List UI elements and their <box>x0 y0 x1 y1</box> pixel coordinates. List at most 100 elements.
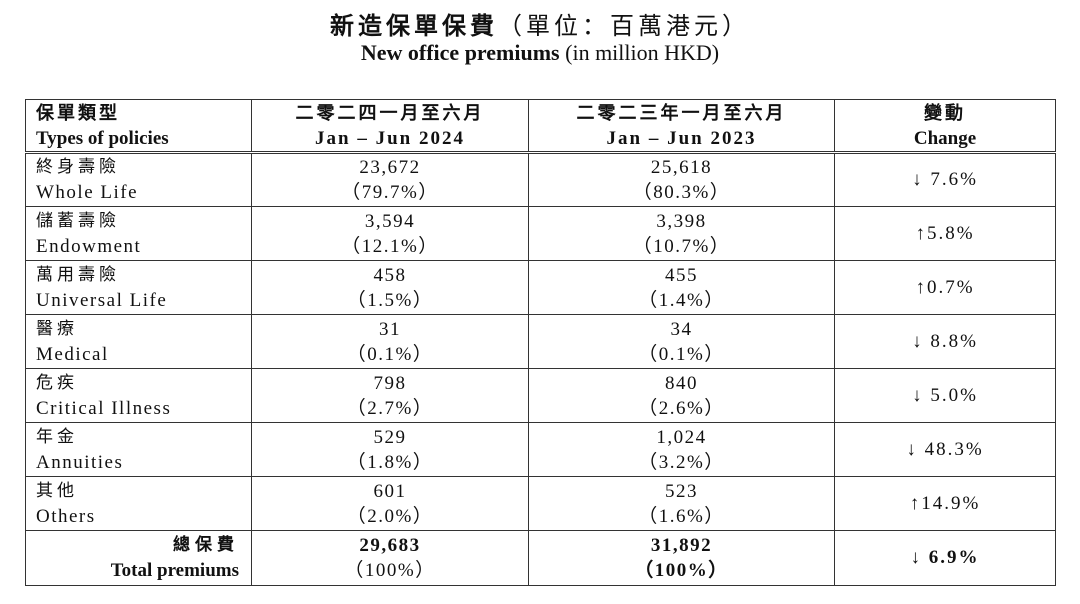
share-2023: （0.1%） <box>638 343 725 365</box>
policy-type-zh: 醫療 <box>36 318 78 339</box>
header-2024-zh: 二零二四一月至六月 <box>295 102 485 124</box>
title-en-unit: (in million HKD) <box>565 40 720 65</box>
policy-type-cell: 萬用壽險 Universal Life <box>25 260 252 315</box>
policy-type-cell: 醫療 Medical <box>25 314 252 369</box>
share-2023: （10.7%） <box>632 235 731 257</box>
table-body: 終身壽險 Whole Life 23,672 （79.7%） 25,618 （80.3%）… <box>25 152 1056 531</box>
header-change-en: Change <box>913 127 977 149</box>
value-2024: 23,672 <box>359 157 421 178</box>
value-2024: 601 <box>373 480 407 502</box>
change-cell: ↑0.7% <box>834 260 1056 315</box>
policy-type-en: Annuities <box>36 451 124 473</box>
value-2023-cell: 523 （1.6%） <box>528 476 835 531</box>
share-2024: （12.1%） <box>341 235 439 257</box>
table-row: 其他 Others 601 （2.0%） 523 （1.6%） ↑14.9% <box>25 476 1056 531</box>
value-2023: 1,024 <box>656 426 707 448</box>
share-2023: （2.6%） <box>638 397 725 419</box>
value-2023: 34 <box>670 318 693 340</box>
policy-type-cell: 其他 Others <box>25 476 252 531</box>
table-row: 危疾 Critical Illness 798 （2.7%） 840 （2.6%） ↓ 5.… <box>25 368 1056 423</box>
page-title-zh: 新造保單保費（單位：百萬港元） <box>0 6 1080 41</box>
header-2023-en: Jan – Jun 2023 <box>606 127 757 149</box>
title-zh-main: 新造保單保費 <box>330 11 498 40</box>
header-change: 變動 Change <box>834 99 1056 153</box>
share-2023: （3.2%） <box>638 451 725 473</box>
premiums-table: 保單類型 Types of policies 二零二四一月至六月 Jan – J… <box>25 99 1056 586</box>
share-2024: （1.5%） <box>346 289 434 311</box>
value-2023-cell: 34 （0.1%） <box>528 314 835 369</box>
policy-type-en: Endowment <box>36 235 142 257</box>
policy-type-cell: 危疾 Critical Illness <box>25 368 252 423</box>
policy-type-zh: 危疾 <box>36 372 78 393</box>
header-2024: 二零二四一月至六月 Jan – Jun 2024 <box>251 99 529 153</box>
header-change-zh: 變動 <box>924 102 966 124</box>
value-2024-cell: 3,594 （12.1%） <box>251 206 529 261</box>
header-type-en: Types of policies <box>36 127 169 149</box>
total-2023-value: 31,892 <box>650 535 713 556</box>
value-2023-cell: 840 （2.6%） <box>528 368 835 423</box>
value-2023-cell: 3,398 （10.7%） <box>528 206 835 261</box>
header-2023: 二零二三年一月至六月 Jan – Jun 2023 <box>528 99 835 153</box>
value-2024-cell: 31 （0.1%） <box>251 314 529 369</box>
page-title-en: New office premiums (in million HKD) <box>0 40 1080 66</box>
change-cell: ↑5.8% <box>834 206 1056 261</box>
policy-type-en: Universal Life <box>36 289 168 311</box>
change-cell: ↓ 5.0% <box>834 368 1056 423</box>
value-2024: 529 <box>373 426 407 448</box>
title-zh-unit: （單位：百萬港元） <box>498 12 750 40</box>
change-cell: ↓ 8.8% <box>834 314 1056 369</box>
policy-type-zh: 其他 <box>36 480 78 501</box>
total-change: ↓ 6.9% <box>834 530 1056 586</box>
value-2024-cell: 601 （2.0%） <box>251 476 529 531</box>
table-row: 年金 Annuities 529 （1.8%） 1,024 （3.2%） ↓ 48.3% <box>25 422 1056 477</box>
share-2024: （2.0%） <box>346 505 434 527</box>
policy-type-zh: 年金 <box>36 426 78 447</box>
total-2023-share: （100%） <box>634 560 729 581</box>
share-2023: （1.4%） <box>638 289 725 311</box>
policy-type-en: Others <box>36 505 96 527</box>
title-en-main: New office premiums <box>360 40 560 65</box>
share-2023: （80.3%） <box>632 182 731 203</box>
policy-type-en: Critical Illness <box>36 397 172 419</box>
total-label-zh: 總保費 <box>173 535 239 555</box>
header-type-zh: 保單類型 <box>36 102 120 124</box>
value-2023: 25,618 <box>650 157 713 178</box>
policy-type-zh: 萬用壽險 <box>36 264 120 285</box>
value-2024: 798 <box>373 372 407 394</box>
value-2023: 523 <box>665 480 698 502</box>
value-2024: 31 <box>379 318 401 340</box>
total-label-en: Total premiums <box>110 560 239 581</box>
header-2024-en: Jan – Jun 2024 <box>315 127 465 149</box>
value-2024: 3,594 <box>364 210 416 232</box>
value-2023-cell: 455 （1.4%） <box>528 260 835 315</box>
value-2024-cell: 529 （1.8%） <box>251 422 529 477</box>
policy-type-en: Medical <box>36 343 109 365</box>
change-cell: ↓ 7.6% <box>834 152 1056 207</box>
header-2023-zh: 二零二三年一月至六月 <box>576 102 787 124</box>
share-2023: （1.6%） <box>638 505 725 527</box>
policy-type-zh: 終身壽險 <box>36 157 120 177</box>
policy-type-cell: 終身壽險 Whole Life <box>25 152 252 207</box>
value-2023: 840 <box>665 372 698 394</box>
value-2023: 3,398 <box>656 210 707 232</box>
table-row: 終身壽險 Whole Life 23,672 （79.7%） 25,618 （80.3%）… <box>25 152 1056 207</box>
total-row: 總保費 Total premiums 29,683 （100%） 31,892 … <box>25 530 1056 586</box>
share-2024: （0.1%） <box>346 343 434 365</box>
total-2023: 31,892 （100%） <box>528 530 835 586</box>
value-2023: 455 <box>665 264 698 286</box>
change-cell: ↑14.9% <box>834 476 1056 531</box>
table-row: 萬用壽險 Universal Life 458 （1.5%） 455 （1.4%） ↑0.7… <box>25 260 1056 315</box>
total-2024: 29,683 （100%） <box>251 530 529 586</box>
policy-type-cell: 年金 Annuities <box>25 422 252 477</box>
value-2023-cell: 25,618 （80.3%） <box>528 152 835 207</box>
value-2024: 458 <box>373 264 407 286</box>
policy-type-en: Whole Life <box>36 182 139 203</box>
header-type: 保單類型 Types of policies <box>25 99 252 153</box>
share-2024: （1.8%） <box>346 451 434 473</box>
share-2024: （79.7%） <box>341 182 439 203</box>
value-2023-cell: 1,024 （3.2%） <box>528 422 835 477</box>
policy-type-cell: 儲蓄壽險 Endowment <box>25 206 252 261</box>
share-2024: （2.7%） <box>346 397 434 419</box>
value-2024-cell: 458 （1.5%） <box>251 260 529 315</box>
value-2024-cell: 798 （2.7%） <box>251 368 529 423</box>
